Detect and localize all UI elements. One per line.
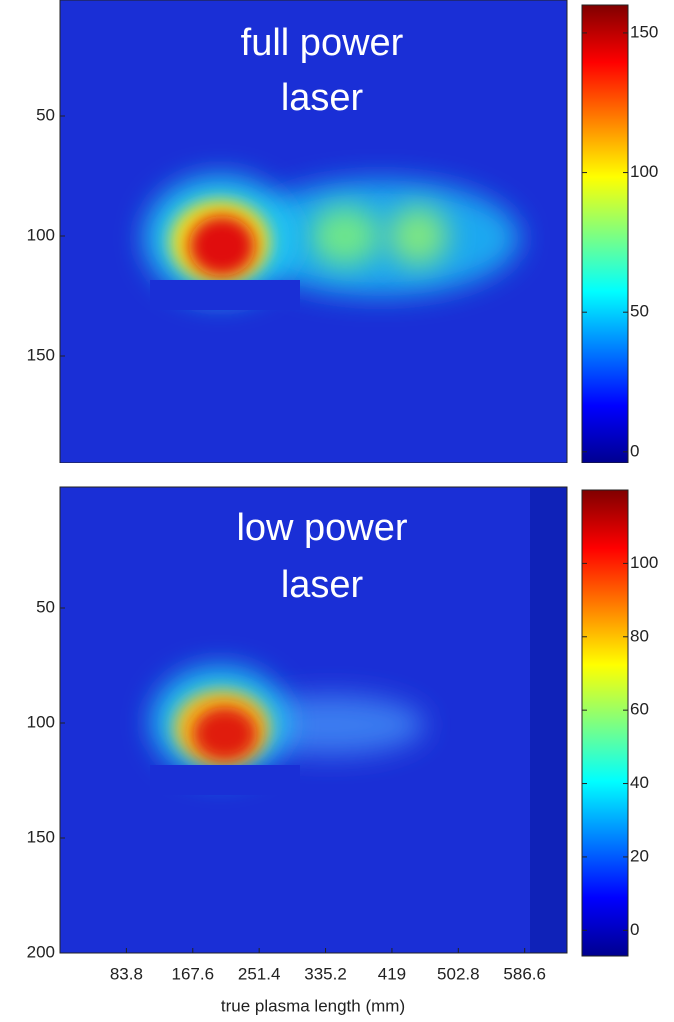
heatmap-region — [150, 280, 300, 310]
y-tick-label: 200 — [27, 942, 55, 961]
y-tick-label: 100 — [27, 712, 55, 731]
plot-frame — [59, 486, 568, 954]
heatmap-image — [60, 0, 567, 463]
colorbar-tick-label: 100 — [630, 553, 658, 572]
x-tick-label: 167.6 — [171, 964, 214, 983]
y-tick-label: 50 — [36, 597, 55, 616]
colorbar-tick-label: 0 — [630, 920, 639, 939]
colorbar-tick-label: 80 — [630, 626, 649, 645]
x-tick-label: 419 — [378, 964, 406, 983]
colorbar-tick-label: 40 — [630, 773, 649, 792]
heatmap-region — [388, 206, 448, 266]
annotation: laser — [281, 564, 364, 606]
colorbar-tick-label: 150 — [630, 22, 658, 41]
colorbar — [581, 489, 629, 957]
annotation: laser — [281, 77, 364, 119]
colorbar-tick-label: 0 — [630, 441, 639, 460]
colorbar-tick-label: 60 — [630, 700, 649, 719]
y-tick-label: 150 — [27, 827, 55, 846]
x-tick-label: 83.8 — [110, 964, 143, 983]
x-tick-label: 251.4 — [238, 964, 281, 983]
y-tick-label: 50 — [36, 105, 55, 124]
heatmap-region — [530, 487, 567, 953]
colorbar-tick-label: 50 — [630, 302, 649, 321]
heatmap-region — [150, 765, 300, 795]
heatmap-region — [240, 180, 520, 296]
x-tick-label: 502.8 — [437, 964, 480, 983]
x-axis-label: true plasma length (mm) — [221, 996, 405, 1015]
heatmap-region — [189, 216, 255, 276]
annotation: full power — [241, 22, 404, 64]
panel: 50 100 150 200 full power laser 0 50 100 150 — [27, 0, 658, 484]
x-tick-label: 586.6 — [503, 964, 546, 983]
heatmap-image — [60, 487, 567, 953]
y-tick-label: 200 — [27, 465, 55, 484]
annotation: low power — [236, 507, 407, 549]
y-tick-label: 150 — [27, 345, 55, 364]
plot-frame — [59, 0, 568, 463]
colorbar — [581, 4, 629, 463]
heatmap-region — [310, 206, 380, 266]
x-tick-label: 335.2 — [304, 964, 347, 983]
colorbar-tick-label: 100 — [630, 162, 658, 181]
colorbar-tick-label: 20 — [630, 846, 649, 865]
y-tick-label: 100 — [27, 225, 55, 244]
heatmap-region — [193, 707, 257, 761]
